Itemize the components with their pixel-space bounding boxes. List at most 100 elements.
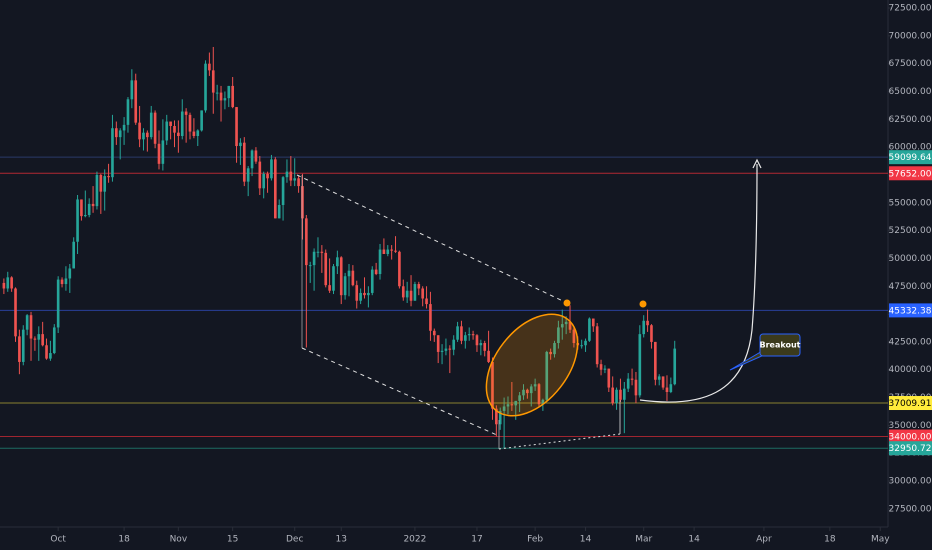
candle-body (157, 143, 161, 164)
level-label-box (889, 441, 932, 456)
candle-body (87, 203, 91, 216)
candle-body (33, 338, 37, 340)
candle-body (564, 321, 568, 325)
x-tick-label: 14 (688, 535, 700, 545)
candle-body (184, 111, 188, 115)
candle-body (153, 112, 157, 144)
y-tick-label: 60000.00 (889, 143, 932, 153)
candle-body (122, 124, 126, 131)
level-label: 37009.91 (889, 399, 932, 409)
candle-body (21, 329, 25, 362)
x-tick-label: 18 (118, 535, 130, 545)
candle-body (533, 384, 537, 387)
candle-body (52, 327, 56, 354)
candle-body (370, 269, 374, 293)
candle-body (49, 353, 52, 359)
level-label: 59099.64 (889, 153, 932, 163)
level-label-box (889, 166, 932, 181)
candle-body (180, 111, 184, 137)
y-tick-label: 65000.00 (889, 87, 932, 97)
candle-body (529, 386, 533, 394)
candle-body (541, 399, 545, 405)
candle-body (502, 406, 506, 411)
candle-body (316, 251, 320, 253)
candle-body (495, 408, 498, 425)
candle-body (557, 327, 560, 344)
y-tick-label: 50000.00 (889, 254, 932, 264)
candle-body (339, 257, 343, 296)
x-tick-label: 15 (227, 535, 238, 545)
x-tick-label: Feb (527, 535, 543, 545)
projection-arrowhead (752, 158, 762, 169)
candle-body (68, 268, 72, 279)
candle-body (262, 173, 266, 189)
candle-body (394, 250, 397, 252)
candle-body (514, 400, 518, 406)
candle-body (146, 132, 149, 138)
candle-body (293, 178, 297, 181)
candle-body (398, 251, 401, 287)
y-tick-label: 35000.00 (889, 421, 932, 431)
candle-body (254, 150, 258, 162)
y-tick-label: 72500.00 (889, 4, 932, 14)
candle-body (436, 335, 440, 352)
candle-body (622, 388, 626, 400)
candle-body (611, 387, 614, 404)
candle-body (41, 334, 44, 346)
candle-body (522, 389, 525, 396)
candle-body (64, 278, 68, 285)
level-label-box (889, 429, 932, 444)
candle-body (382, 249, 386, 254)
level-label: 32950.72 (889, 444, 932, 454)
candle-body (204, 63, 207, 111)
candle-body (246, 168, 250, 182)
candle-body (425, 298, 428, 305)
candle-body (661, 376, 665, 388)
candle-body (223, 98, 227, 101)
candle-body (386, 249, 390, 254)
callout-box (759, 333, 801, 357)
candle-body (277, 205, 281, 219)
y-tick-label: 52500.00 (889, 226, 932, 236)
candle-body (487, 350, 490, 362)
candle-body (343, 276, 347, 296)
candle-body (328, 285, 331, 291)
candle-body (615, 389, 618, 404)
y-tick-label: 67500.00 (889, 59, 932, 69)
candle-body (607, 368, 611, 388)
candle-body (654, 341, 657, 380)
candle-body (219, 92, 223, 101)
y-tick-label: 30000.00 (889, 477, 932, 487)
candle-body (351, 270, 355, 286)
candle-body (99, 174, 103, 192)
x-tick-label: Nov (170, 535, 188, 545)
candle-body (444, 348, 448, 351)
candle-body (29, 315, 33, 339)
candle-body (56, 279, 60, 328)
channel-lower (301, 347, 500, 437)
candle-body (591, 318, 595, 327)
candle-body (448, 348, 452, 350)
candle-body (324, 252, 328, 286)
candle-body (301, 186, 304, 219)
candle-body (274, 159, 277, 219)
candle-body (421, 288, 424, 299)
candle-body (464, 335, 467, 341)
candle-body (673, 348, 677, 385)
candle-body (91, 203, 95, 207)
candle-body (297, 178, 300, 187)
level-label-box (889, 150, 932, 165)
candles (2, 46, 677, 449)
candle-body (646, 320, 649, 326)
candle-body (208, 63, 211, 71)
candle-body (289, 171, 293, 181)
candle-body (588, 318, 591, 341)
candle-body (14, 288, 17, 337)
candle-body (95, 174, 99, 207)
x-tick-label: Dec (286, 535, 303, 545)
candle-body (118, 130, 122, 138)
y-tick-label: 47500.00 (889, 282, 932, 292)
candle-body (285, 171, 289, 178)
candle-body (471, 334, 475, 336)
